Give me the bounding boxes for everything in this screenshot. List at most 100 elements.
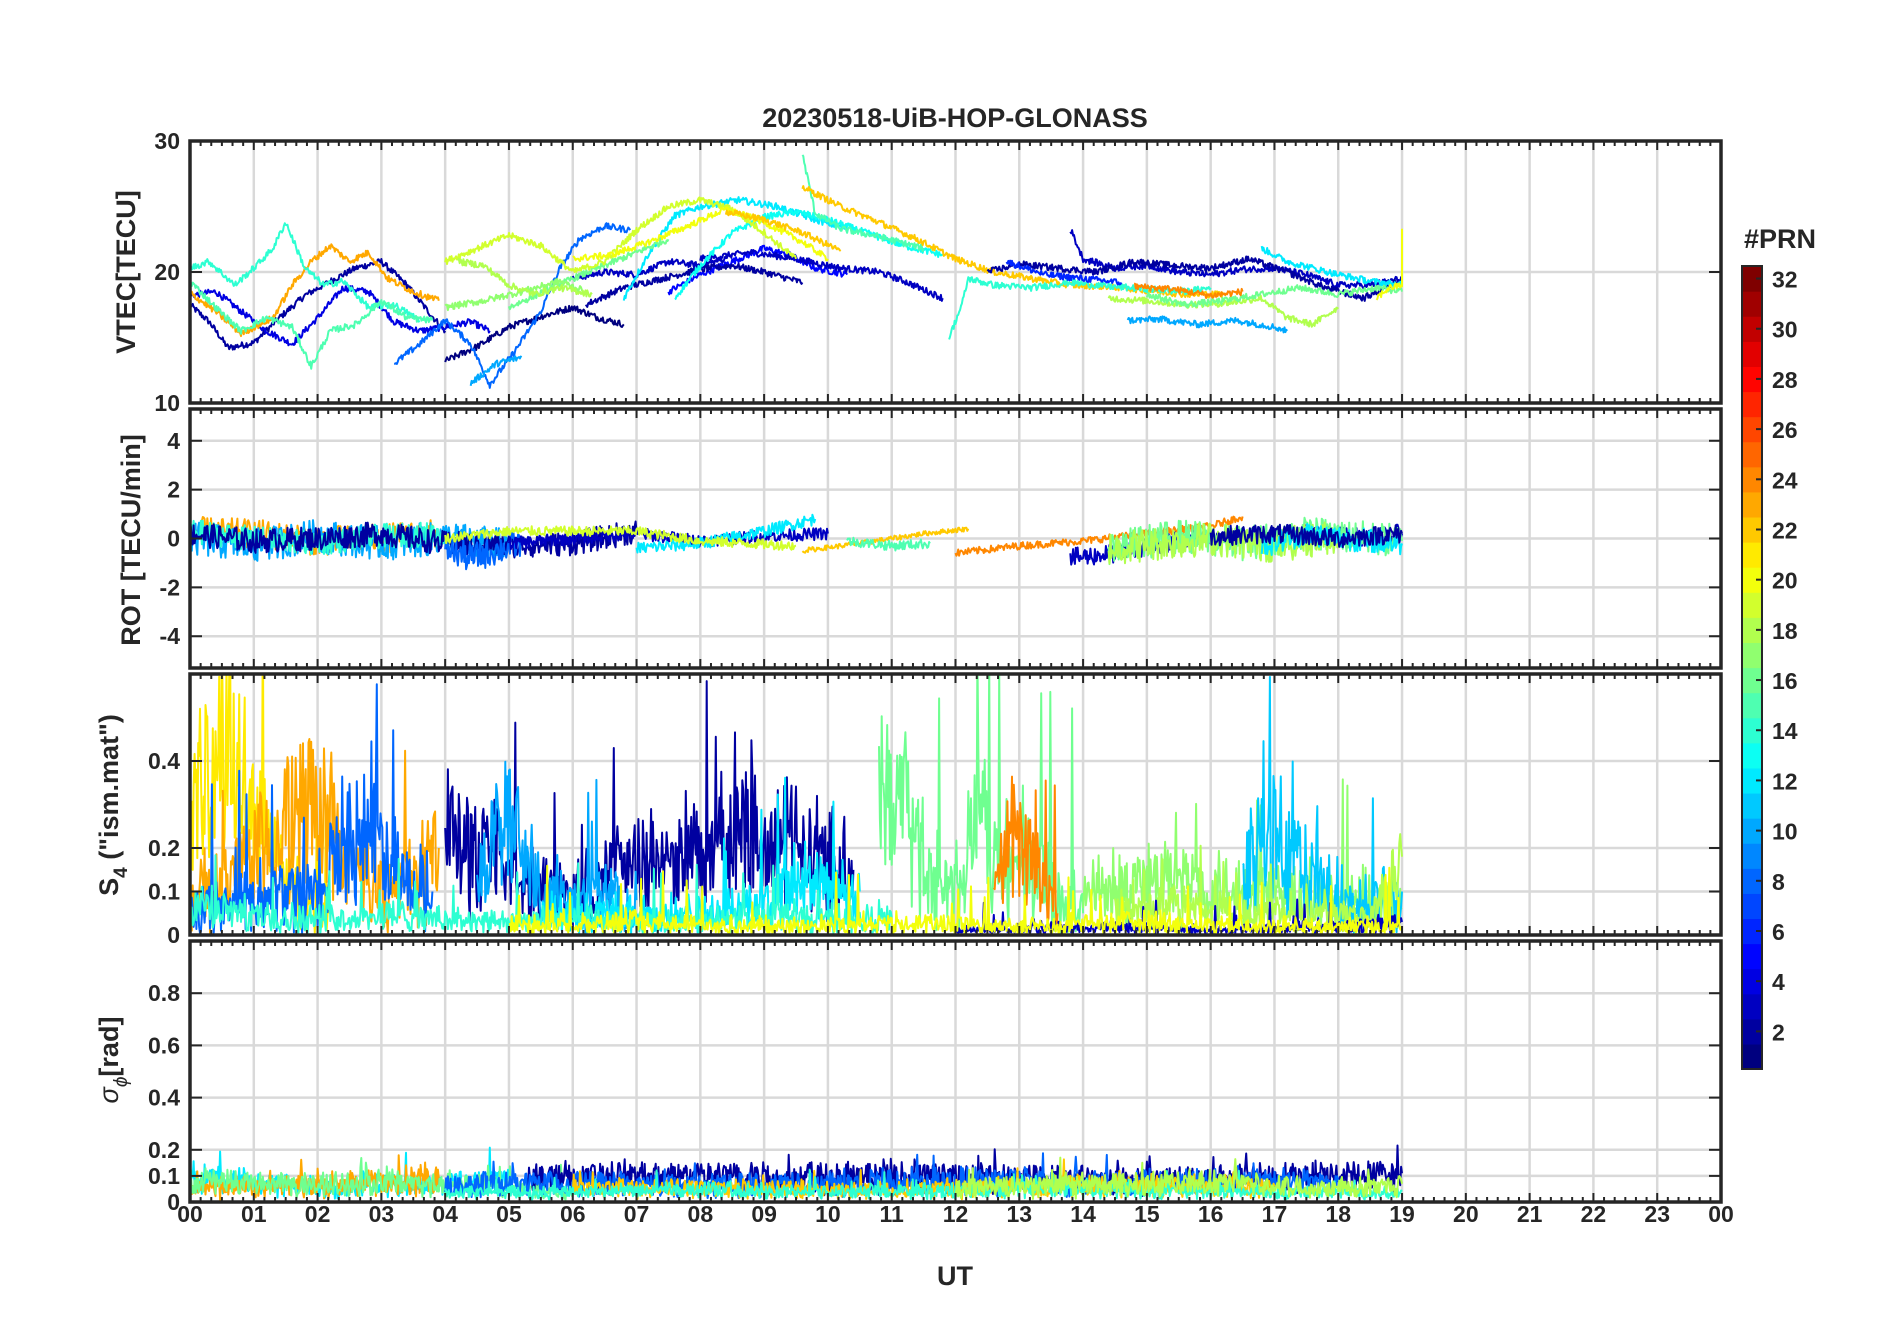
series-line-prn-10: [1126, 315, 1288, 334]
colorbar-segment: [1742, 692, 1762, 719]
colorbar-segment: [1742, 993, 1762, 1020]
colorbar-segment: [1742, 266, 1762, 292]
series-line-prn-23: [190, 738, 440, 935]
series-line-prn-8: [394, 222, 632, 389]
colorbar-segment: [1742, 1043, 1762, 1070]
x-tick-label: 05: [496, 1201, 522, 1227]
figure-title: 20230518-UiB-HOP-GLONASS: [762, 103, 1148, 133]
colorbar-segment: [1742, 717, 1762, 744]
x-tick-label: 13: [1006, 1201, 1032, 1227]
colorbar-tick-label: 8: [1772, 869, 1785, 895]
y-tick-label: 0: [167, 1189, 180, 1215]
x-tick-label: 10: [815, 1201, 841, 1227]
y-tick-label: 0: [167, 526, 180, 552]
colorbar-segment: [1742, 617, 1762, 643]
colorbar-segment: [1742, 416, 1762, 443]
colorbar-tick-label: 24: [1772, 467, 1798, 493]
series-line-prn-2: [986, 255, 1403, 302]
x-tick-label: 02: [305, 1201, 331, 1227]
colorbar-frame: [1741, 265, 1763, 1070]
panel-sigma-phi-y-label-sub: ϕ: [111, 1077, 132, 1088]
colorbar-segment: [1742, 792, 1762, 819]
panel-sigma-phi-frame: [188, 939, 1723, 1204]
series-line-prn-16: [1145, 284, 1403, 309]
colorbar-segment: [1742, 291, 1762, 317]
y-tick-label: 2: [167, 477, 180, 503]
series-line-prn-5: [667, 244, 848, 296]
x-tick-label: 22: [1581, 1201, 1607, 1227]
panel-sigma-phi-y-label: σϕ[rad]: [94, 1017, 132, 1104]
x-tick-label: 03: [369, 1201, 395, 1227]
panel-s4-y-label-sub: 4: [111, 867, 132, 878]
series-line-prn-18: [1114, 833, 1403, 934]
colorbar-segment: [1742, 893, 1762, 920]
panel-rot-grid: [190, 409, 1721, 668]
series-line-prn-12: [1260, 245, 1403, 289]
x-axis-label: UT: [937, 1261, 973, 1291]
colorbar-segment: [1742, 818, 1762, 844]
colorbar-segment: [1742, 542, 1762, 568]
x-tick-label: 09: [751, 1201, 777, 1227]
x-tick-label: 01: [241, 1201, 267, 1227]
colorbar-segment: [1742, 366, 1762, 393]
series-line-prn-16: [508, 238, 670, 311]
colorbar-tick-label: 12: [1772, 768, 1798, 794]
x-tick-label: 00: [1708, 1201, 1734, 1227]
colorbar-segment: [1742, 316, 1762, 342]
y-tick-label: 0.8: [148, 980, 180, 1006]
x-tick-label: 20: [1453, 1201, 1479, 1227]
series-line-prn-24: [1134, 282, 1244, 299]
series-line-prn-2: [190, 258, 447, 351]
x-tick-label: 17: [1262, 1201, 1288, 1227]
panel-sigma-phi-grid: [190, 941, 1721, 1202]
series-line-prn-3: [508, 527, 829, 551]
y-tick-label: -2: [160, 574, 180, 600]
colorbar-tick-label: 30: [1772, 317, 1798, 343]
colorbar-tick-label: 2: [1772, 1019, 1785, 1045]
x-tick-label: 14: [1070, 1201, 1096, 1227]
x-tick-label: 00: [177, 1201, 203, 1227]
colorbar-tick-label: 22: [1772, 517, 1798, 543]
series-line-prn-20: [572, 206, 829, 263]
x-tick-label: 23: [1644, 1201, 1670, 1227]
y-tick-label: 20: [154, 259, 180, 285]
series-line-prn-3: [1069, 229, 1403, 290]
series-line-prn-23: [190, 243, 440, 338]
colorbar-title: #PRN: [1744, 224, 1816, 254]
panel-s4-y-label: S4 ("ism.mat"): [94, 714, 132, 896]
colorbar-segment: [1742, 767, 1762, 794]
y-tick-label: 0.2: [148, 1137, 180, 1163]
y-tick-label: 0.2: [148, 835, 180, 861]
y-tick-label: 0.4: [148, 748, 180, 774]
panel-s4-frame: [188, 672, 1723, 937]
colorbar-segment: [1742, 391, 1762, 418]
panel-rot-series: [190, 513, 1403, 571]
series-line-prn-22: [724, 209, 842, 252]
panel-sigma-phi: 0.8 0.6 0.4 0.20.10 σϕ[rad]: [94, 939, 1723, 1215]
panel-vtec: 10 20 30 VTEC[TECU]: [111, 128, 1723, 416]
colorbar-tick-label: 26: [1772, 417, 1798, 443]
series-line-prn-19: [444, 525, 797, 551]
x-tick-label: 06: [560, 1201, 586, 1227]
series-line-prn-18: [1107, 294, 1340, 328]
colorbar-tick-label: 4: [1772, 969, 1785, 995]
colorbar-segment: [1742, 592, 1762, 618]
panel-rot-y-tick-labels: 4 2 0 -2 -4: [160, 428, 181, 649]
colorbar-tick-label: 10: [1772, 819, 1798, 845]
colorbar-segment: [1742, 1018, 1762, 1045]
series-line-prn-20: [1375, 228, 1403, 301]
series-line-prn-15: [846, 536, 931, 552]
colorbar-segment: [1742, 642, 1762, 669]
y-tick-label: -4: [160, 623, 181, 649]
colorbar-segment: [1742, 667, 1762, 694]
panel-s4-series: [190, 674, 1403, 935]
y-tick-label: 30: [154, 128, 180, 154]
series-line-prn-15: [190, 279, 434, 370]
colorbar-tick-label: 28: [1772, 367, 1798, 393]
x-tick-label: 15: [1134, 1201, 1160, 1227]
colorbar-tick-label: 6: [1772, 919, 1785, 945]
x-tick-label: 11: [880, 1201, 905, 1227]
panel-sigma-phi-ticks: [189, 941, 1722, 1203]
